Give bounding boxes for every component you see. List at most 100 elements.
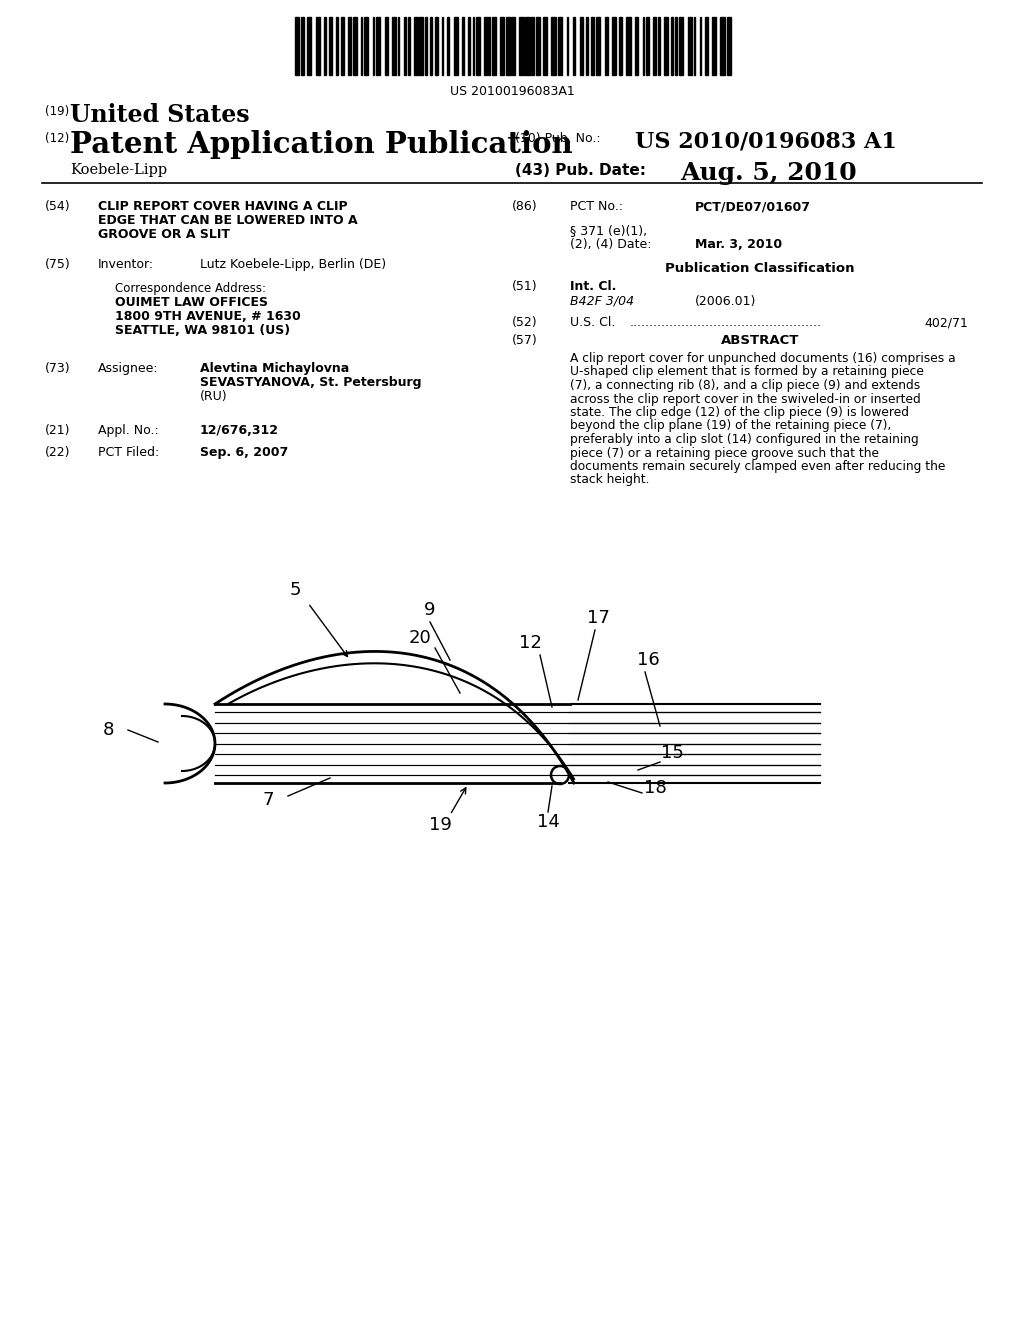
Text: (21): (21)	[45, 424, 71, 437]
Text: Appl. No.:: Appl. No.:	[98, 424, 159, 437]
Text: Int. Cl.: Int. Cl.	[570, 280, 616, 293]
Bar	[551, 17, 556, 75]
Text: (2), (4) Date:: (2), (4) Date:	[570, 238, 651, 251]
Bar	[419, 17, 423, 75]
Text: 12: 12	[518, 634, 542, 652]
Text: (19): (19)	[45, 106, 70, 117]
Bar	[364, 17, 369, 75]
Text: ABSTRACT: ABSTRACT	[721, 334, 799, 347]
Text: ................................................: ........................................…	[630, 315, 822, 329]
Bar	[397, 17, 399, 75]
Text: 18: 18	[644, 779, 667, 797]
Bar	[720, 17, 725, 75]
Text: 20: 20	[409, 630, 431, 647]
Text: SEVASTYANOVA, St. Petersburg: SEVASTYANOVA, St. Petersburg	[200, 376, 422, 389]
Bar	[425, 17, 427, 75]
Bar	[646, 17, 649, 75]
Text: 19: 19	[429, 816, 452, 834]
Bar	[476, 17, 479, 75]
Bar	[441, 17, 443, 75]
Bar	[675, 17, 677, 75]
Text: preferably into a clip slot (14) configured in the retaining: preferably into a clip slot (14) configu…	[570, 433, 919, 446]
Text: Lutz Koebele-Lipp, Berlin (DE): Lutz Koebele-Lipp, Berlin (DE)	[200, 257, 386, 271]
Text: (RU): (RU)	[200, 389, 227, 403]
Bar	[507, 17, 511, 75]
Bar	[408, 17, 410, 75]
Text: (43) Pub. Date:: (43) Pub. Date:	[515, 162, 646, 178]
Text: U.S. Cl.: U.S. Cl.	[570, 315, 615, 329]
Text: (22): (22)	[45, 446, 71, 459]
Bar	[492, 17, 496, 75]
Text: PCT/DE07/01607: PCT/DE07/01607	[695, 201, 811, 213]
Text: (12): (12)	[45, 132, 70, 145]
Bar	[337, 17, 338, 75]
Bar	[712, 17, 716, 75]
Text: PCT No.:: PCT No.:	[570, 201, 623, 213]
Bar	[484, 17, 486, 75]
Bar	[580, 17, 583, 75]
Text: (57): (57)	[512, 334, 538, 347]
Text: state. The clip edge (12) of the clip piece (9) is lowered: state. The clip edge (12) of the clip pi…	[570, 407, 909, 418]
Text: across the clip report cover in the swiveled-in or inserted: across the clip report cover in the swiv…	[570, 392, 921, 405]
Text: 9: 9	[424, 601, 436, 619]
Text: PCT Filed:: PCT Filed:	[98, 446, 160, 459]
Bar	[295, 17, 299, 75]
Bar	[488, 17, 489, 75]
Bar	[360, 17, 362, 75]
Text: B42F 3/04: B42F 3/04	[570, 294, 634, 308]
Bar	[403, 17, 407, 75]
Bar	[468, 17, 470, 75]
Text: OUIMET LAW OFFICES: OUIMET LAW OFFICES	[115, 296, 268, 309]
Bar	[543, 17, 547, 75]
Bar	[699, 17, 701, 75]
Bar	[376, 17, 380, 75]
Text: Koebele-Lipp: Koebele-Lipp	[70, 162, 167, 177]
Text: stack height.: stack height.	[570, 474, 649, 487]
Text: beyond the clip plane (19) of the retaining piece (7),: beyond the clip plane (19) of the retain…	[570, 420, 891, 433]
Bar	[705, 17, 709, 75]
Bar	[635, 17, 638, 75]
Text: U-shaped clip element that is formed by a retaining piece: U-shaped clip element that is formed by …	[570, 366, 924, 379]
Bar	[643, 17, 644, 75]
Text: (73): (73)	[45, 362, 71, 375]
Text: Mar. 3, 2010: Mar. 3, 2010	[695, 238, 782, 251]
Bar	[653, 17, 655, 75]
Text: 17: 17	[587, 609, 609, 627]
Text: piece (7) or a retaining piece groove such that the: piece (7) or a retaining piece groove su…	[570, 446, 879, 459]
Bar	[693, 17, 695, 75]
Text: EDGE THAT CAN BE LOWERED INTO A: EDGE THAT CAN BE LOWERED INTO A	[98, 214, 357, 227]
Text: 402/71: 402/71	[924, 315, 968, 329]
Text: 14: 14	[537, 813, 559, 832]
Bar	[572, 17, 575, 75]
Bar	[627, 17, 631, 75]
Text: Sep. 6, 2007: Sep. 6, 2007	[200, 446, 288, 459]
Bar	[473, 17, 474, 75]
Bar	[446, 17, 450, 75]
Bar	[301, 17, 304, 75]
Bar	[665, 17, 668, 75]
Bar	[454, 17, 458, 75]
Bar	[612, 17, 616, 75]
Text: Aug. 5, 2010: Aug. 5, 2010	[680, 161, 857, 185]
Text: 1800 9TH AVENUE, # 1630: 1800 9TH AVENUE, # 1630	[115, 310, 301, 323]
Bar	[385, 17, 388, 75]
Bar	[605, 17, 608, 75]
Bar	[307, 17, 311, 75]
Bar	[373, 17, 375, 75]
Bar	[679, 17, 683, 75]
Bar	[687, 17, 692, 75]
Text: Assignee:: Assignee:	[98, 362, 159, 375]
Text: Inventor:: Inventor:	[98, 257, 155, 271]
Text: 15: 15	[660, 744, 683, 762]
Text: (54): (54)	[45, 201, 71, 213]
Text: SEATTLE, WA 98101 (US): SEATTLE, WA 98101 (US)	[115, 323, 290, 337]
Text: GROOVE OR A SLIT: GROOVE OR A SLIT	[98, 228, 230, 242]
Bar	[512, 17, 515, 75]
Text: CLIP REPORT COVER HAVING A CLIP: CLIP REPORT COVER HAVING A CLIP	[98, 201, 347, 213]
Bar	[325, 17, 326, 75]
Text: 7: 7	[262, 791, 273, 809]
Bar	[727, 17, 731, 75]
Bar	[329, 17, 332, 75]
Text: A clip report cover for unpunched documents (16) comprises a: A clip report cover for unpunched docume…	[570, 352, 955, 366]
Text: Patent Application Publication: Patent Application Publication	[70, 129, 572, 158]
